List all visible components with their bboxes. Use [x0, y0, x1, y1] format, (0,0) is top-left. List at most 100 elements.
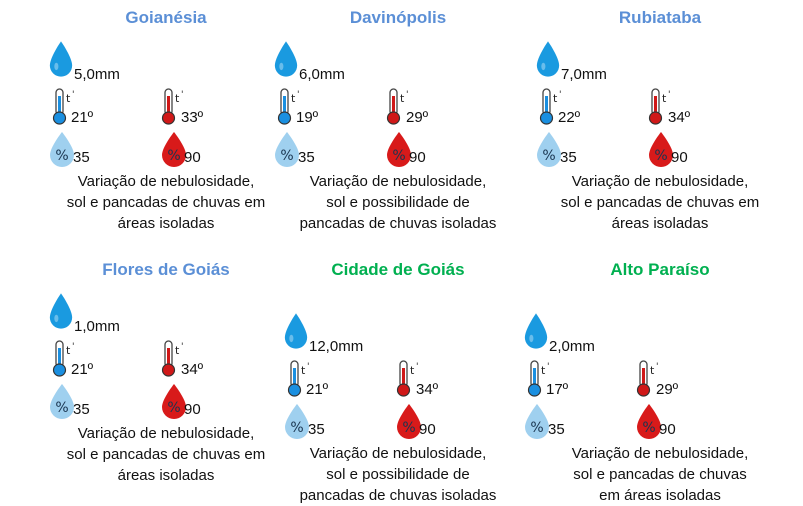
humidity-high-icon: % — [160, 131, 188, 172]
max-humidity-value: 90 — [409, 149, 426, 166]
description-line: sol e possibilidade de — [326, 194, 470, 211]
thermometer-low-icon: t ' — [52, 88, 82, 131]
forecast-description: Variação de nebulosidade, sol e pancadas … — [36, 423, 296, 486]
description-line: áreas isoladas — [611, 215, 709, 232]
city-card: Alto Paraíso 2,0mm t ' 17º t ' 29º% 35% 90 Variaçã… — [524, 260, 790, 504]
humidity-high-icon: % — [395, 403, 423, 444]
svg-text:t: t — [175, 344, 180, 357]
min-temp-value: 21º — [71, 361, 94, 378]
min-humidity-value: 35 — [73, 401, 90, 418]
thermometer-low-icon: t ' — [539, 88, 569, 131]
svg-text:t: t — [400, 92, 405, 105]
humidity-low-icon: % — [283, 403, 311, 444]
max-humidity-value: 90 — [184, 401, 201, 418]
humidity-high-icon: % — [160, 383, 188, 424]
svg-text:': ' — [297, 90, 299, 100]
city-title: Davinópolis — [349, 8, 447, 27]
description-line: em áreas isoladas — [599, 487, 721, 504]
forecast-description: Variação de nebulosidade, sol e possibili… — [268, 443, 528, 506]
humidity-low-icon: % — [273, 131, 301, 172]
svg-text:': ' — [72, 90, 74, 100]
max-temp-value: 29º — [656, 381, 679, 398]
description-line: sol e pancadas de chuvas em — [66, 446, 266, 463]
svg-text:': ' — [668, 90, 670, 100]
svg-text:%: % — [167, 400, 180, 416]
water-drop-icon — [535, 40, 561, 83]
forecast-description: Variação de nebulosidade, sol e possibili… — [268, 171, 528, 234]
svg-text:t: t — [301, 364, 306, 377]
svg-text:': ' — [547, 362, 549, 372]
svg-text:': ' — [72, 342, 74, 352]
rain-value: 6,0mm — [299, 66, 345, 83]
humidity-low-icon: % — [535, 131, 563, 172]
svg-text:t: t — [66, 92, 71, 105]
city-card: Flores de Goiás 1,0mm t ' 21º t ' 34º% 35% 90 Vari… — [36, 260, 296, 500]
svg-text:%: % — [167, 148, 180, 164]
svg-text:%: % — [654, 148, 667, 164]
humidity-high-icon: % — [635, 403, 663, 444]
description-line: sol e pancadas de chuvas em — [560, 194, 760, 211]
forecast-description: Variação de nebulosidade, sol e pancadas … — [530, 443, 790, 506]
svg-text:%: % — [530, 420, 543, 436]
min-temp-value: 22º — [558, 109, 581, 126]
svg-text:t: t — [66, 344, 71, 357]
rain-value: 2,0mm — [549, 338, 595, 355]
max-humidity-value: 90 — [671, 149, 688, 166]
max-temp-value: 34º — [181, 361, 204, 378]
description-line: sol e possibilidade de — [326, 466, 470, 483]
city-card: Goianésia 5,0mm t ' 21º t ' 33º% 35% 90 Variação d… — [36, 8, 296, 248]
humidity-low-icon: % — [48, 383, 76, 424]
svg-text:': ' — [307, 362, 309, 372]
description-line: Variação de nebulosidade, — [309, 445, 487, 462]
max-humidity-value: 90 — [659, 421, 676, 438]
description-line: áreas isoladas — [117, 215, 215, 232]
thermometer-high-icon: t ' — [648, 88, 678, 131]
min-temp-value: 17º — [546, 381, 569, 398]
svg-text:%: % — [402, 420, 415, 436]
svg-text:': ' — [181, 90, 183, 100]
description-line: Variação de nebulosidade, — [77, 425, 255, 442]
svg-text:%: % — [280, 148, 293, 164]
description-line: Variação de nebulosidade, — [571, 173, 749, 190]
thermometer-low-icon: t ' — [52, 340, 82, 383]
city-card: Rubiataba 7,0mm t ' 22º t ' 34º% 35% 90 Variação d… — [530, 8, 790, 248]
water-drop-icon — [48, 40, 74, 83]
description-line: pancadas de chuvas isoladas — [299, 215, 497, 232]
rain-value: 7,0mm — [561, 66, 607, 83]
humidity-low-icon: % — [523, 403, 551, 444]
svg-text:t: t — [541, 364, 546, 377]
thermometer-low-icon: t ' — [277, 88, 307, 131]
max-temp-value: 34º — [416, 381, 439, 398]
svg-text:%: % — [642, 420, 655, 436]
min-temp-value: 19º — [296, 109, 319, 126]
city-title: Goianésia — [125, 8, 207, 27]
humidity-high-icon: % — [647, 131, 675, 172]
water-drop-icon — [523, 312, 549, 355]
svg-text:': ' — [416, 362, 418, 372]
forecast-description: Variação de nebulosidade, sol e pancadas … — [36, 171, 296, 234]
svg-text:%: % — [55, 148, 68, 164]
city-title: Rubiataba — [618, 8, 702, 27]
min-humidity-value: 35 — [298, 149, 315, 166]
description-line: sol e pancadas de chuvas — [573, 466, 747, 483]
max-temp-value: 29º — [406, 109, 429, 126]
city-title: Cidade de Goiás — [331, 260, 465, 279]
svg-text:%: % — [542, 148, 555, 164]
svg-text:t: t — [650, 364, 655, 377]
description-line: Variação de nebulosidade, — [77, 173, 255, 190]
description-line: sol e pancadas de chuvas em — [66, 194, 266, 211]
svg-text:': ' — [559, 90, 561, 100]
thermometer-high-icon: t ' — [161, 340, 191, 383]
svg-text:t: t — [662, 92, 667, 105]
max-temp-value: 34º — [668, 109, 691, 126]
water-drop-icon — [283, 312, 309, 355]
svg-text:t: t — [410, 364, 415, 377]
rain-value: 5,0mm — [74, 66, 120, 83]
svg-text:%: % — [290, 420, 303, 436]
thermometer-high-icon: t ' — [161, 88, 191, 131]
thermometer-high-icon: t ' — [396, 360, 426, 403]
min-humidity-value: 35 — [548, 421, 565, 438]
rain-value: 1,0mm — [74, 318, 120, 335]
humidity-high-icon: % — [385, 131, 413, 172]
water-drop-icon — [273, 40, 299, 83]
